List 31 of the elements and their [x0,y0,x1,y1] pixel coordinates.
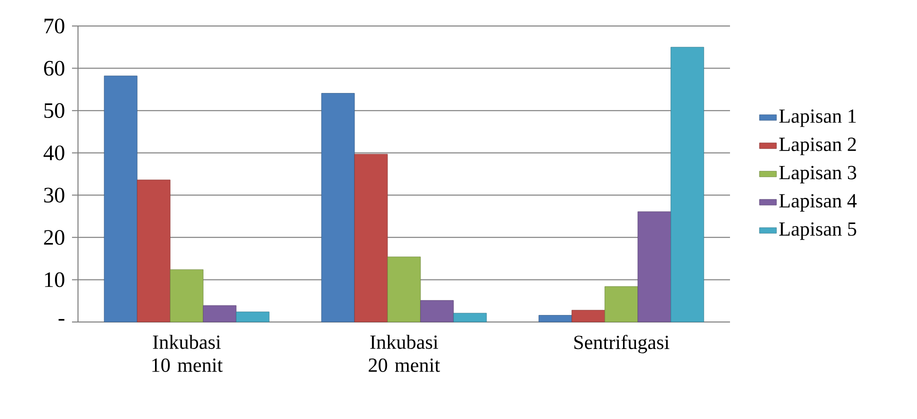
y-tick-label: 70 [44,18,64,34]
bar [236,312,270,322]
legend-label: Lapisan 4 [779,194,857,212]
y-tick-label: 30 [44,188,64,203]
legend-label: Lapisan 3 [779,166,856,184]
y-tick-label: 20 [44,230,64,245]
bar [453,312,487,322]
legend-label: Lapisan 1 [779,109,856,127]
bar [538,315,572,322]
legend-label: Lapisan 2 [779,138,856,156]
y-tick-label: 40 [44,145,64,160]
legend-label: Lapisan 5 [779,222,856,240]
y-tick-label: 10 [45,272,64,288]
bar [104,76,138,322]
x-tick-label: Inkubasi 20 menit [368,334,440,372]
bar [202,305,236,322]
x-tick-label: Inkubasi 10 menit [152,334,223,372]
bar [572,310,606,322]
x-tick-label: Sentrifugasi [574,334,670,354]
y-tick-label: 50 [44,103,64,118]
bar [420,300,454,322]
bar [354,154,388,322]
bar [136,180,170,322]
y-tick-label: - [58,319,64,321]
y-tick-label: 60 [44,60,64,76]
bar [170,269,204,322]
bar [387,256,421,322]
bar [604,286,638,322]
bar [638,211,672,322]
bar [321,93,355,322]
bar [670,46,704,322]
